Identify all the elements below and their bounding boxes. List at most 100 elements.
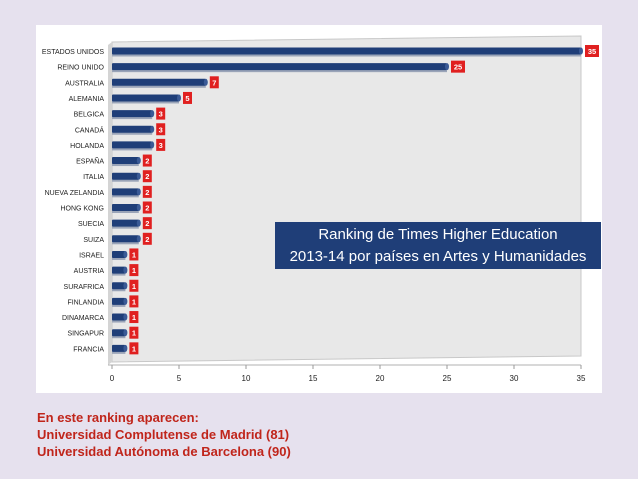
category-label: NUEVA ZELANDIA [45, 190, 105, 197]
x-tick-label: 0 [110, 374, 115, 383]
data-label: 1 [132, 344, 136, 353]
data-label-bg [142, 232, 152, 245]
data-label: 2 [145, 172, 149, 181]
bar [112, 188, 139, 196]
bar [112, 78, 206, 86]
bar-cap [123, 250, 128, 258]
data-label-bg [142, 185, 152, 198]
bar-cap [177, 94, 181, 102]
bar-cap [136, 219, 141, 227]
plot-side-wall [108, 42, 112, 365]
category-label: SUIZA [83, 237, 104, 244]
data-label: 35 [588, 47, 596, 56]
chart-title: Ranking de Times Higher Education 2013-1… [275, 222, 601, 269]
category-label: BELGICA [74, 112, 105, 119]
bar-cap [136, 172, 141, 180]
x-tick-label: 35 [577, 374, 586, 383]
bar-cap [123, 266, 128, 274]
data-label-bg [142, 217, 152, 230]
bar [112, 110, 153, 118]
data-label-bg [129, 279, 139, 292]
data-label-bg [129, 342, 139, 355]
bar [112, 250, 126, 258]
bar-cap [445, 63, 449, 71]
bar [112, 47, 581, 55]
bar [112, 63, 447, 71]
data-label-bg [451, 60, 465, 73]
x-tick-label: 25 [443, 374, 452, 383]
category-label: AUSTRALIA [65, 80, 104, 87]
category-label: ISRAEL [79, 252, 104, 259]
bar-cap [123, 344, 128, 352]
bar [112, 329, 126, 337]
category-label: ESTADOS UNIDOS [42, 49, 104, 56]
data-label: 25 [454, 63, 462, 72]
data-label: 7 [212, 78, 216, 87]
bar-cap [136, 157, 141, 165]
data-label-bg [156, 107, 166, 120]
data-label: 1 [132, 266, 136, 275]
data-label: 2 [145, 235, 149, 244]
data-label: 2 [145, 157, 149, 166]
x-tick-label: 5 [177, 374, 182, 383]
category-label: CANADÁ [75, 125, 105, 134]
ranking-note: En este ranking aparecen: Universidad Co… [37, 409, 291, 460]
bar-cap [136, 188, 141, 196]
bar-cap [123, 297, 128, 305]
data-label: 1 [132, 282, 136, 291]
x-tick-label: 10 [242, 374, 251, 383]
bar [112, 219, 139, 227]
category-label: ESPAÑA [76, 157, 104, 166]
x-tick-label: 20 [376, 374, 385, 383]
bar-cap [579, 47, 583, 55]
data-label-bg [142, 170, 152, 183]
bar-cap [150, 125, 155, 133]
data-label: 3 [159, 125, 163, 134]
bar-cap [123, 329, 128, 337]
category-label: DINAMARCA [62, 315, 104, 322]
x-tick-label: 30 [510, 374, 519, 383]
bar [112, 141, 153, 149]
category-label: FRANCIA [73, 346, 104, 353]
note-line-2: Universidad Complutense de Madrid (81) [37, 427, 290, 442]
category-label: SUECIA [78, 221, 104, 228]
data-label: 5 [185, 94, 189, 103]
data-label: 2 [145, 204, 149, 213]
bar [112, 344, 126, 352]
bar-cap [150, 141, 155, 149]
bar [112, 125, 153, 133]
data-label-bg [129, 326, 139, 339]
note-line-3: Universidad Autónoma de Barcelona (90) [37, 444, 291, 459]
bar [112, 204, 139, 211]
chart-title-line-2: 2013-14 por países en Artes y Humanidade… [289, 248, 587, 265]
bar [112, 297, 126, 305]
bar-cap [203, 78, 208, 86]
data-label: 2 [145, 188, 149, 197]
category-label: FINLANDIA [67, 299, 104, 306]
chart-title-line-1: Ranking de Times Higher Education [318, 226, 558, 243]
data-label-bg [129, 295, 139, 308]
data-label-bg [129, 311, 139, 324]
x-tick-label: 15 [309, 374, 318, 383]
bar-cap [136, 204, 141, 211]
data-label-bg [156, 123, 166, 136]
bar [112, 266, 126, 274]
data-label: 1 [132, 250, 136, 259]
bar [112, 235, 139, 243]
bar [112, 282, 126, 290]
chart-card: 0 5 10 15 20 25 30 35 ESTADOS UNIDOS 35 REINO UNID… [36, 25, 602, 393]
category-label: REINO UNIDO [57, 65, 104, 72]
data-label-bg [585, 45, 599, 57]
data-label: 2 [145, 219, 149, 228]
data-label: 3 [159, 110, 163, 119]
data-label-bg [142, 154, 152, 167]
note-line-1: En este ranking aparecen: [37, 410, 199, 425]
bar [112, 94, 179, 102]
data-label: 3 [159, 141, 163, 150]
data-label-bg [156, 138, 166, 151]
data-label-bg [142, 201, 152, 214]
category-label: ALEMANIA [69, 96, 105, 103]
bar-cap [123, 282, 128, 290]
data-label: 1 [132, 313, 136, 322]
